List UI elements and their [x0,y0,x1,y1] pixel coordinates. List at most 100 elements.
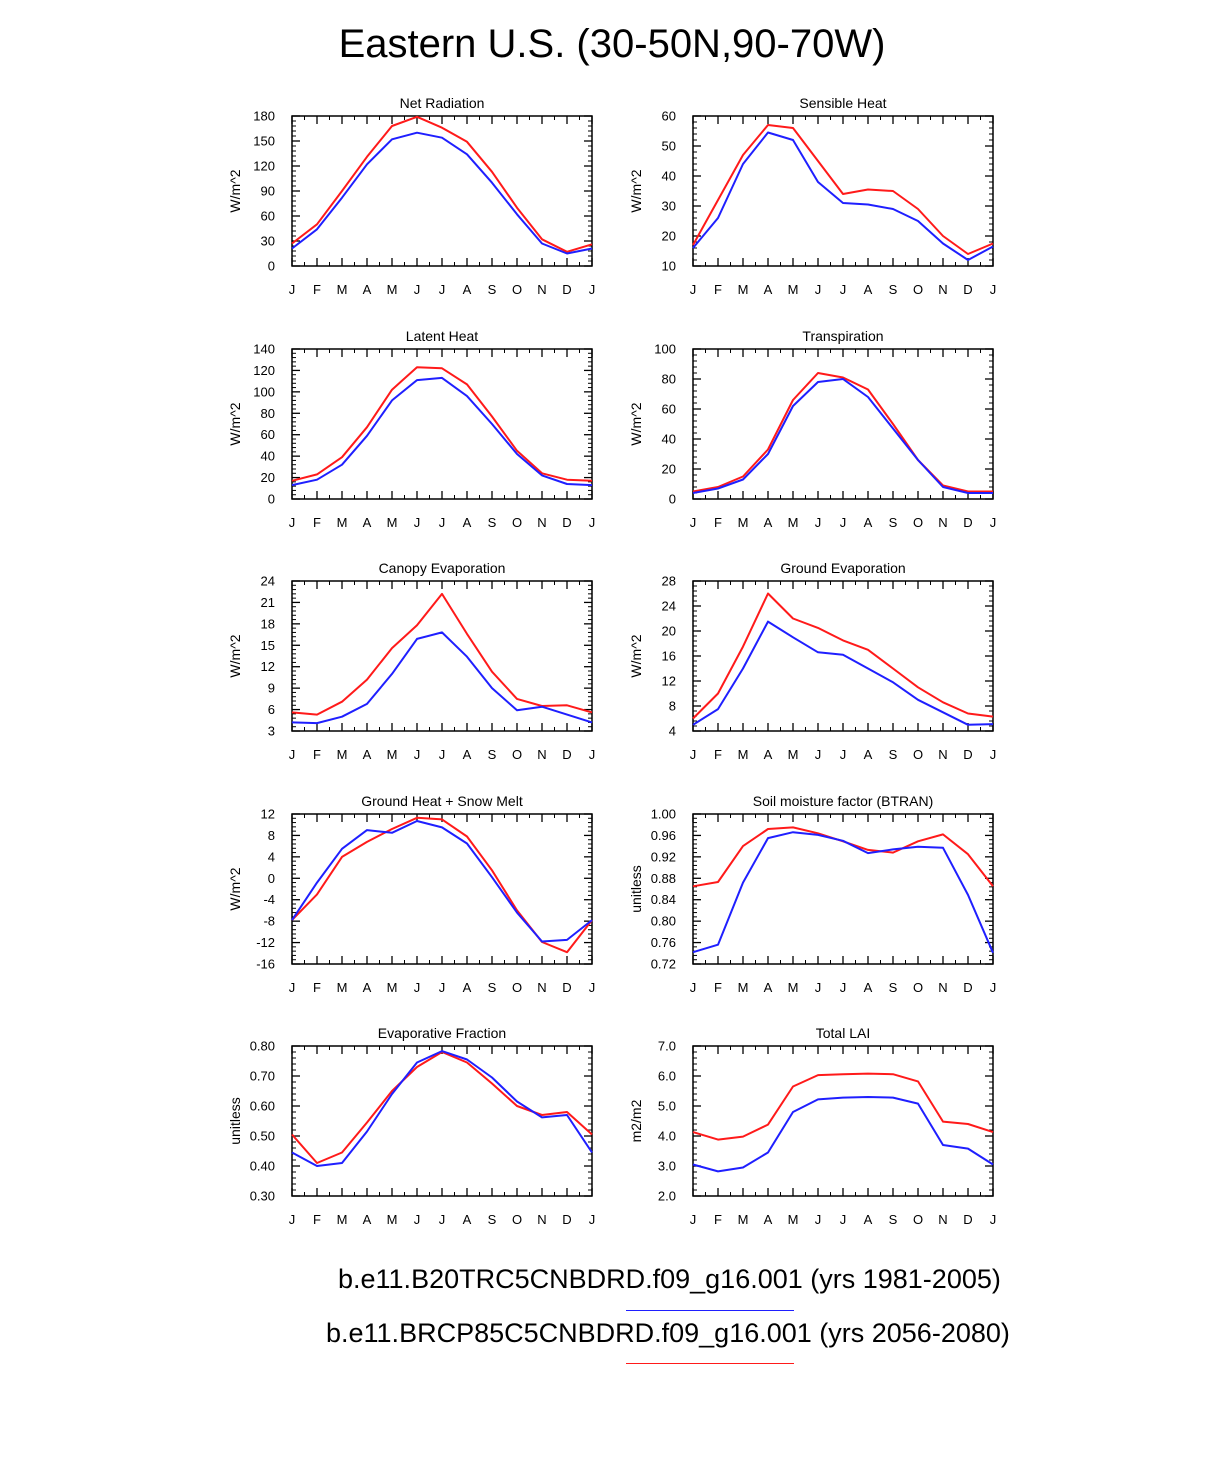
y-tick-label: 60 [662,402,676,417]
series-line-future [291,115,593,253]
y-tick-label: 0.60 [250,1099,275,1114]
figure-title: Eastern U.S. (30-50N,90-70W) [338,22,886,66]
x-tick-label: J [289,515,296,530]
x-tick-label: J [439,980,446,995]
series-line-future [692,592,994,720]
x-tick-label: F [313,747,321,762]
x-tick-label: O [512,1212,522,1227]
chart-title: Canopy Evaporation [379,560,506,576]
y-tick-label: 4 [669,724,676,739]
y-tick-label: 24 [261,574,275,589]
x-tick-label: J [690,282,697,297]
x-tick-label: A [463,980,472,995]
x-tick-label: S [889,1212,898,1227]
y-tick-label: -12 [256,935,275,950]
x-tick-label: J [815,1212,822,1227]
x-tick-label: D [562,980,571,995]
y-tick-label: 5.0 [658,1099,676,1114]
x-tick-label: J [589,747,596,762]
x-tick-label: N [938,747,947,762]
x-tick-label: M [788,980,799,995]
series-line-future [291,592,593,716]
x-tick-label: J [289,747,296,762]
x-tick-label: J [414,1212,421,1227]
y-tick-label: 16 [662,649,676,664]
x-tick-label: J [589,515,596,530]
x-tick-label: J [589,1212,596,1227]
x-tick-label: M [738,282,749,297]
x-tick-label: A [363,282,372,297]
x-tick-label: N [938,282,947,297]
x-tick-label: F [714,980,722,995]
x-tick-label: N [537,1212,546,1227]
x-tick-label: A [864,747,873,762]
x-tick-label: A [764,515,773,530]
x-tick-label: M [788,747,799,762]
x-tick-label: N [938,980,947,995]
y-tick-label: -4 [263,892,275,907]
x-tick-label: J [840,980,847,995]
x-tick-label: M [387,282,398,297]
y-tick-label: 60 [261,427,275,442]
x-tick-label: F [714,515,722,530]
x-tick-label: J [815,980,822,995]
x-tick-label: M [788,1212,799,1227]
y-tick-label: 0 [268,259,275,274]
x-tick-label: J [690,980,697,995]
series-line-future [291,366,593,482]
y-tick-label: 0.30 [250,1189,275,1204]
x-tick-label: D [963,747,972,762]
y-tick-label: 6.0 [658,1069,676,1084]
y-tick-label: 12 [261,659,275,674]
x-tick-label: N [537,980,546,995]
y-tick-label: 150 [253,134,275,149]
x-tick-label: J [414,515,421,530]
y-tick-label: 0.92 [651,849,676,864]
y-tick-label: 12 [662,674,676,689]
legend-label-future: b.e11.BRCP85C5CNBDRD.f09_g16.001 (yrs 20… [326,1318,1010,1348]
y-tick-label: 120 [253,159,275,174]
chart-title: Total LAI [816,1025,870,1041]
x-tick-label: D [562,515,571,530]
y-axis-label: W/m^2 [227,634,243,677]
plot-frame [692,348,994,500]
x-tick-label: S [488,980,497,995]
y-tick-label: 30 [261,234,275,249]
x-tick-label: M [387,747,398,762]
y-axis-label: unitless [628,865,644,912]
chart-title: Sensible Heat [799,95,886,111]
x-tick-label: M [337,282,348,297]
x-tick-label: J [414,747,421,762]
y-axis-label: W/m^2 [227,402,243,445]
x-tick-label: F [313,1212,321,1227]
x-tick-label: J [990,1212,997,1227]
x-tick-label: J [439,1212,446,1227]
x-tick-label: F [714,282,722,297]
x-tick-label: A [864,515,873,530]
y-tick-label: -16 [256,957,275,972]
x-tick-label: A [864,980,873,995]
chart-title: Evaporative Fraction [378,1025,506,1041]
y-tick-label: 2.0 [658,1189,676,1204]
y-tick-label: 140 [253,342,275,357]
x-tick-label: J [815,747,822,762]
y-axis-label: W/m^2 [227,867,243,910]
y-tick-label: 8 [669,699,676,714]
x-tick-label: M [738,747,749,762]
chart-title: Transpiration [802,328,883,344]
y-tick-label: 20 [662,462,676,477]
series-line-historical [291,631,593,725]
y-tick-label: 24 [662,599,676,614]
y-tick-label: 3.0 [658,1159,676,1174]
y-tick-label: 0.40 [250,1159,275,1174]
y-tick-label: 0 [268,492,275,507]
y-tick-label: 40 [662,169,676,184]
series-line-future [291,1051,593,1164]
x-tick-label: N [537,282,546,297]
y-tick-label: 1.00 [651,807,676,822]
x-tick-label: J [840,282,847,297]
